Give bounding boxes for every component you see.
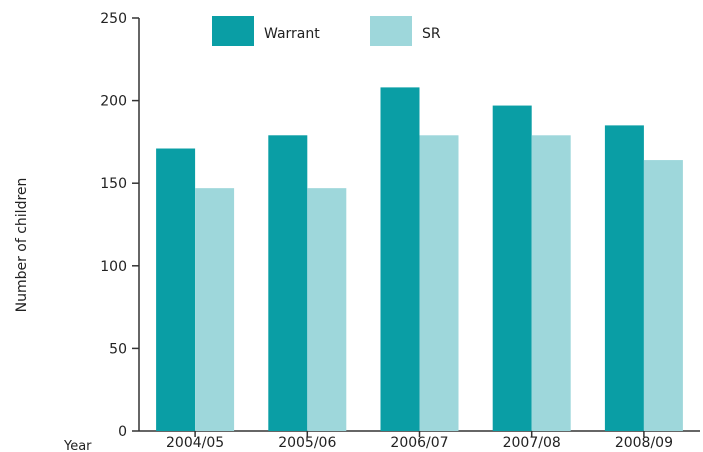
legend-swatch-warrant [212,16,254,46]
bar-warrant-2008-09 [604,125,644,431]
y-tick-label: 250 [100,11,127,27]
y-tick-label: 200 [100,94,127,110]
legend-swatch-sr [370,16,412,46]
x-tick-label: 2006/07 [390,435,448,451]
y-tick-label: 0 [118,424,127,440]
y-tick-label: 100 [100,259,127,275]
x-tick-label: 2007/08 [503,435,561,451]
legend-label-sr: SR [422,26,441,42]
x-tick-label: 2005/06 [278,435,336,451]
bar-sr-2004-05 [195,188,235,431]
legend-label-warrant: Warrant [264,26,320,42]
bar-warrant-2006-07 [380,87,420,431]
y-tick-label: 50 [109,341,127,357]
x-tick-label: 2008/09 [615,435,673,451]
x-axis-title: Year [63,439,92,452]
y-tick-label: 150 [100,176,127,192]
bar-sr-2008-09 [643,160,683,431]
bar-warrant-2004-05 [156,148,196,431]
bar-warrant-2007-08 [492,105,532,431]
bar-sr-2007-08 [531,135,571,432]
bars [156,87,683,432]
bar-warrant-2005-06 [268,135,308,432]
y-axis-title: Number of children [14,178,30,313]
x-tick-label: 2004/05 [166,435,224,451]
bar-sr-2005-06 [307,188,347,431]
legend: Warrant SR [212,16,441,46]
labels: 0 50 100 150 200 250 2004/05 2005/06 2006/07 2007… [14,11,673,452]
bar-sr-2006-07 [419,135,459,432]
